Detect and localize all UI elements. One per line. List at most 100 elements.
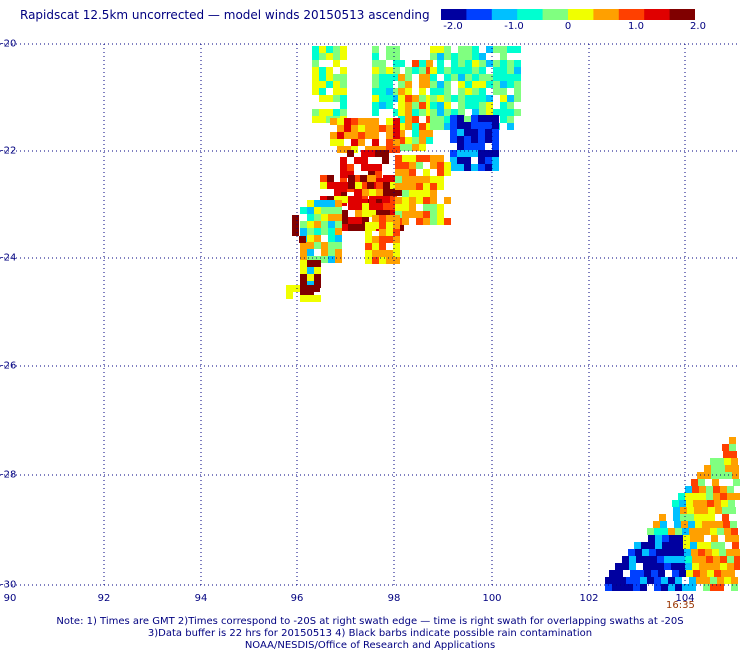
swath-cell [386,102,393,109]
swath-cell [409,162,416,169]
swath-cell [451,60,458,67]
swath-cell [326,95,333,102]
swath-cell [386,88,393,95]
swath-cell [351,125,358,132]
swath-cell [478,150,485,157]
swath-cell [319,67,326,74]
swath-cell [700,500,707,507]
swath-cell [372,215,379,222]
swath-cell [471,143,478,150]
lon-label: 102 [579,593,599,604]
swath-cell [697,535,704,542]
swath-cell [340,46,347,53]
swath-cell [348,217,355,224]
swath-cell [430,74,437,81]
swath-cell [485,115,492,122]
swath-cell [458,102,465,109]
swath-cell [412,116,419,123]
swath-cell [333,109,340,116]
swath-cell [712,479,719,486]
swath-cell [714,570,721,577]
colorbar-tick: -2.0 [443,21,463,32]
swath-cell [731,458,738,465]
swath-cell [430,162,437,169]
swath-cell [616,570,623,577]
swath-cell [412,144,419,151]
swath-cell [653,521,660,528]
swath-cell [314,267,321,274]
swath-cell [641,542,648,549]
swath-cell [300,242,307,249]
swath-cell [661,528,668,535]
lat-label: -22 [0,145,17,157]
swath-cell [472,74,479,81]
swath-cell [386,95,393,102]
swath-cell [472,81,479,88]
swath-cell [361,150,368,157]
swath-cell [398,123,405,130]
swath-cell [375,150,382,157]
swath-cell [368,150,375,157]
swath-cell [689,528,696,535]
swath-cell [361,164,368,171]
swath-cell [340,67,347,74]
swath-cell [393,222,400,229]
swath-cell [426,116,433,123]
swath-cell [458,67,465,74]
swath-cell [383,196,390,203]
swath-cell [718,465,725,472]
swath-cell [648,542,655,549]
swath-cell [299,236,306,243]
swath-cell [451,95,458,102]
swath-cell [485,164,492,171]
swath-cell [334,182,341,189]
swath-cell [402,155,409,162]
swath-cell [405,67,412,74]
swath-cell [514,46,521,53]
swath-cell [685,486,692,493]
swath-cell [493,88,500,95]
swath-cell [699,563,706,570]
swath-cell [486,46,493,53]
swath-cell [644,570,651,577]
swath-cell [416,190,423,197]
swath-cell [327,175,334,182]
swath-cell [395,211,402,218]
swath-cell [633,577,640,584]
swath-cell [395,155,402,162]
swath-cell [328,256,335,263]
swath-cell [314,207,321,214]
swath-cell [717,458,724,465]
colorbar-segment [441,9,467,20]
swath-cell [379,102,386,109]
swath-cell [386,222,393,229]
swath-cell [416,197,423,204]
swath-cell [622,556,629,563]
colorbar-segment [491,9,518,20]
swath-cell [393,109,400,116]
swath-cell [367,182,374,189]
swath-cell [710,584,717,591]
swath-cell [412,130,419,137]
swath-cell [692,493,699,500]
swath-cell [300,221,307,228]
swath-cell [500,88,507,95]
swath-cell [312,60,319,67]
swath-cell [426,109,433,116]
swath-cell [365,132,372,139]
swath-cell [358,125,365,132]
swath-cell [507,116,514,123]
swath-cell [393,118,400,125]
swath-cell [333,95,340,102]
swath-cell [314,260,321,267]
swath-cell [464,143,471,150]
swath-cell [727,556,734,563]
swath-cell [372,243,379,250]
swath-cell [355,189,362,196]
swath-cell [426,137,433,144]
swath-cell [395,197,402,204]
swath-cell [300,249,307,256]
swath-cell [636,556,643,563]
swath-cell [326,81,333,88]
swath-cell [348,203,355,210]
